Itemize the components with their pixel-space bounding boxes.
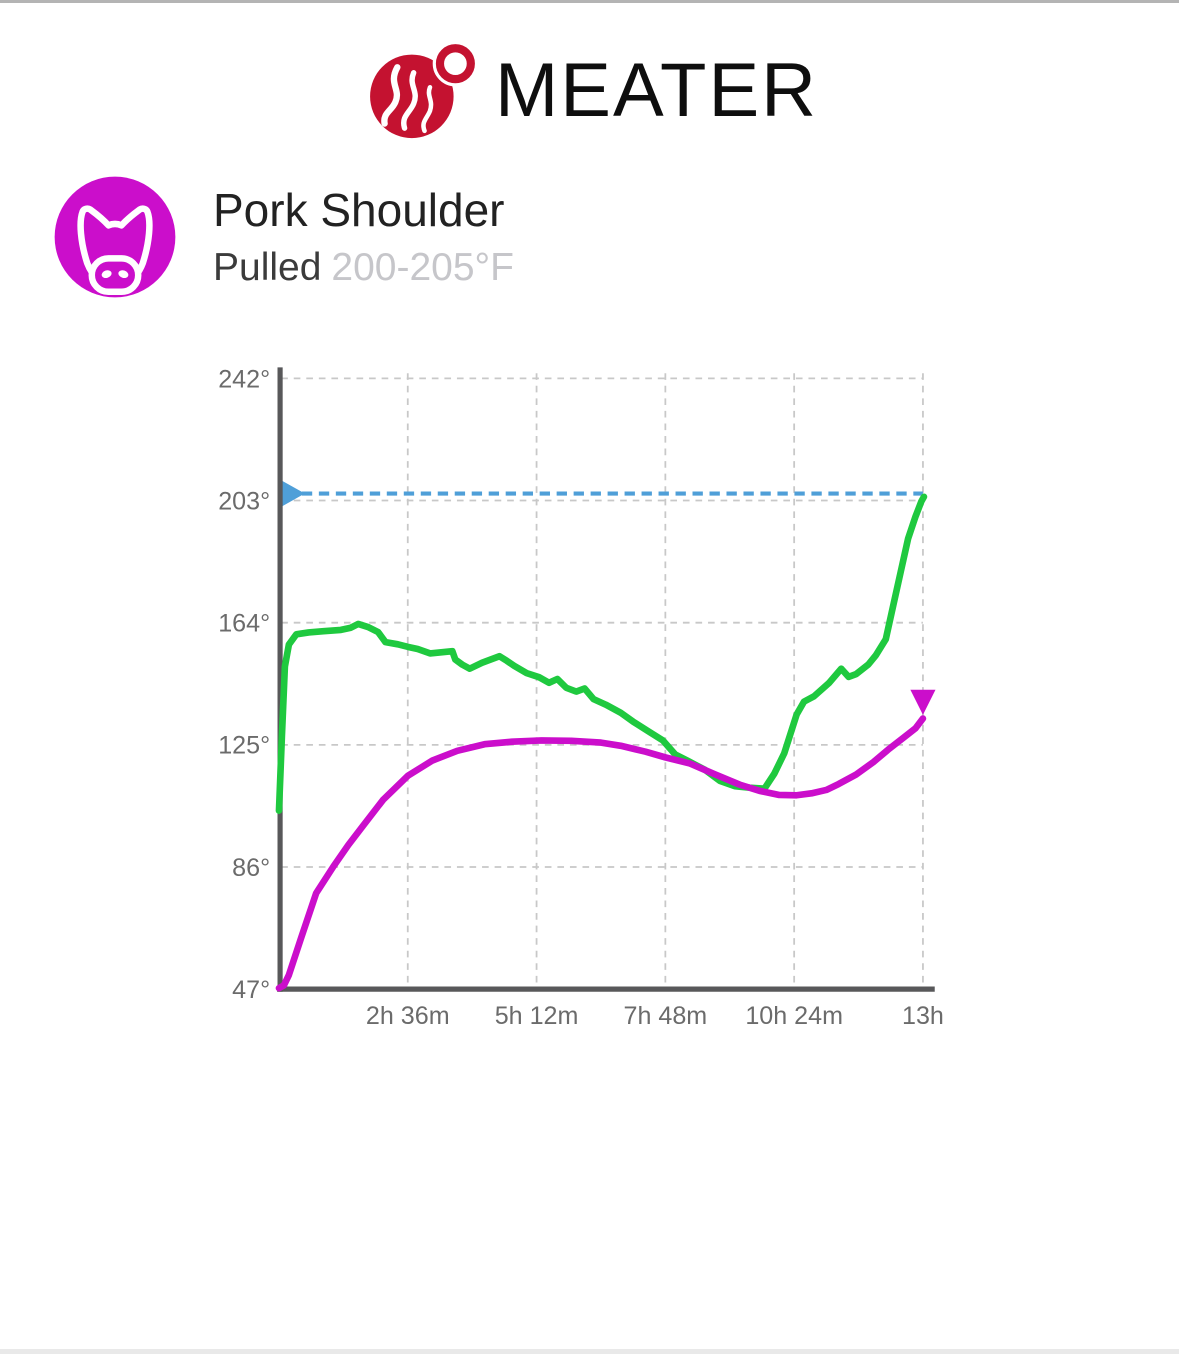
pork-icon	[54, 176, 176, 298]
chart-gridlines	[281, 373, 924, 988]
x-tick-label: 2h 36m	[366, 1002, 450, 1030]
food-name: Pork Shoulder	[213, 184, 505, 236]
y-tick-label: 164°	[218, 610, 270, 638]
target-range-label: 200-205°F	[331, 245, 514, 289]
chart-axes	[277, 367, 935, 992]
y-tick-label: 125°	[218, 732, 270, 760]
y-tick-label: 47°	[232, 976, 270, 1004]
x-tick-label: 7h 48m	[624, 1002, 708, 1030]
bottom-divider	[0, 1349, 1179, 1354]
x-tick-label: 13h	[902, 1002, 944, 1030]
target-temperature-line	[280, 479, 923, 508]
internal-temperature-line	[275, 715, 927, 992]
app-header: MEATER	[0, 40, 1179, 140]
y-tick-label: 242°	[218, 365, 270, 393]
y-tick-label: 86°	[232, 854, 270, 882]
ambient-temperature-line	[275, 493, 928, 814]
cook-subtitle: Pulled 200-205°F	[213, 246, 514, 290]
top-divider	[0, 0, 1179, 3]
meater-flame-icon	[370, 40, 479, 139]
cook-summary: Pork Shoulder Pulled 200-205°F	[50, 172, 514, 302]
x-tick-label: 5h 12m	[495, 1002, 579, 1030]
doneness-label: Pulled	[213, 245, 322, 289]
temperature-chart: 242° 203° 164° 125° 86° 47° 2h 36m 5h 12m 7h 48m…	[218, 365, 944, 1030]
target-marker-triangle	[280, 479, 305, 508]
internal-temperature-end-marker	[910, 689, 936, 715]
y-tick-label: 203°	[218, 487, 270, 515]
brand-wordmark: MEATER	[494, 47, 819, 133]
chart-series	[275, 493, 936, 992]
x-tick-label: 10h 24m	[745, 1002, 843, 1030]
cook-labels: Pork Shoulder Pulled 200-205°F	[213, 172, 514, 302]
chart-tick-labels: 242° 203° 164° 125° 86° 47° 2h 36m 5h 12m 7h 48m…	[218, 365, 944, 1030]
